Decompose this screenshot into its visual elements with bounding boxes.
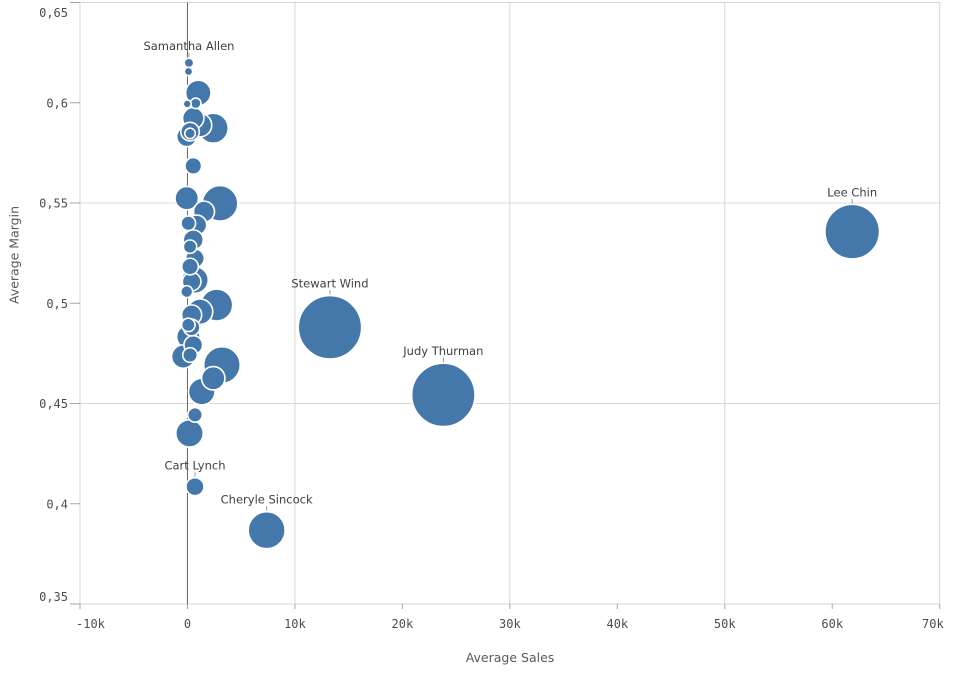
bubble[interactable]: [174, 185, 200, 211]
bubble[interactable]: [410, 362, 476, 428]
x-tick-label: 10k: [284, 617, 306, 631]
x-tick-label: 20k: [392, 617, 414, 631]
bubble[interactable]: [180, 317, 196, 333]
bubble[interactable]: [183, 57, 195, 69]
y-tick-label: 0,55: [39, 197, 68, 211]
bubble[interactable]: [186, 406, 204, 424]
bubble[interactable]: [200, 365, 226, 391]
x-tick-label: 30k: [499, 617, 521, 631]
bubble[interactable]: [297, 294, 363, 360]
bubble[interactable]: [185, 476, 205, 497]
x-axis-title: Average Sales: [465, 650, 555, 665]
bubble[interactable]: [824, 203, 881, 260]
bubble[interactable]: [183, 127, 197, 140]
y-tick-label: 0,6: [46, 96, 68, 110]
point-label: Judy Thurman: [402, 344, 483, 358]
bubble[interactable]: [180, 257, 200, 276]
point-label: Lee Chin: [827, 185, 877, 199]
point-label: Cart Lynch: [164, 459, 225, 473]
x-tick-label: 60k: [821, 617, 843, 631]
x-tick-label: 50k: [714, 617, 736, 631]
y-tick-label: 0,35: [39, 590, 68, 604]
bubble[interactable]: [247, 510, 286, 550]
point-label: Cheryle Sincock: [221, 493, 313, 507]
x-tick-label: 70k: [922, 617, 944, 631]
x-tick-label: 40k: [606, 617, 628, 631]
point-label: Stewart Wind: [291, 277, 368, 291]
bubble[interactable]: [175, 418, 205, 448]
point-label: Samantha Allen: [143, 39, 234, 53]
y-axis-title: Average Margin: [6, 206, 22, 304]
bubble[interactable]: [181, 346, 199, 364]
bubble[interactable]: [182, 99, 193, 109]
y-tick-label: 0,65: [39, 6, 68, 20]
x-tick-label: 0: [184, 617, 191, 631]
bubble[interactable]: [180, 215, 197, 232]
bubble[interactable]: [179, 284, 194, 299]
y-tick-label: 0,5: [46, 297, 68, 311]
bubble[interactable]: [184, 156, 203, 176]
bubble[interactable]: [183, 66, 194, 77]
bubble[interactable]: [182, 239, 198, 255]
y-tick-label: 0,45: [39, 397, 68, 411]
y-tick-label: 0,4: [46, 497, 68, 511]
x-tick-label: -10k: [76, 617, 106, 631]
bubble[interactable]: [189, 97, 202, 110]
